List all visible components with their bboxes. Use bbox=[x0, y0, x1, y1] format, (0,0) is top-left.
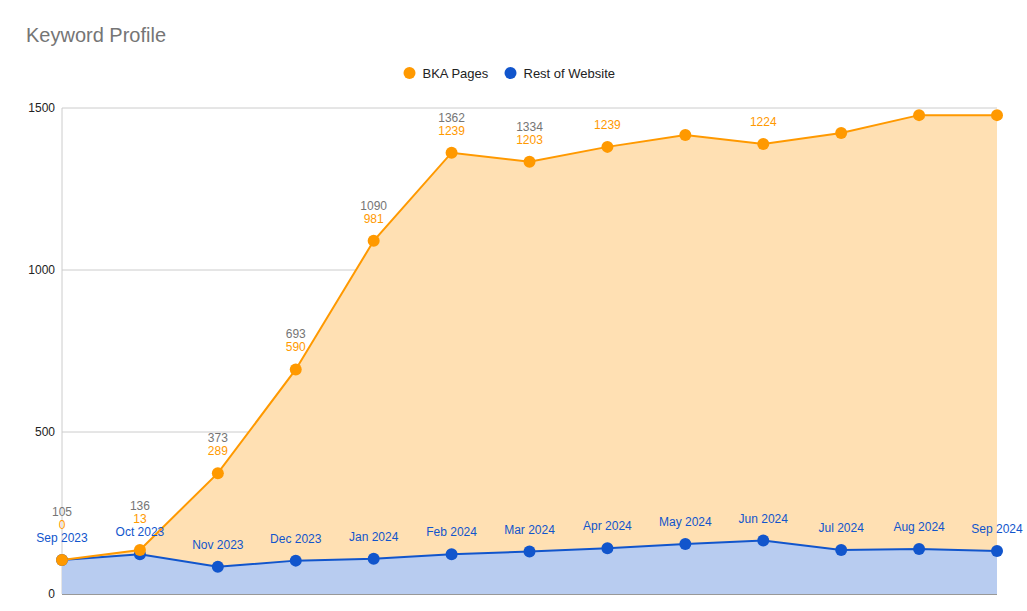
marker bbox=[679, 129, 691, 141]
marker bbox=[446, 548, 458, 560]
data-label: 981 bbox=[364, 212, 384, 226]
plot-area bbox=[56, 109, 1003, 594]
marker bbox=[913, 543, 925, 555]
grid-line bbox=[62, 108, 997, 109]
marker bbox=[835, 127, 847, 139]
marker bbox=[524, 156, 536, 168]
data-label: 13 bbox=[133, 512, 147, 526]
data-label: 289 bbox=[208, 444, 228, 458]
data-label: 1203 bbox=[516, 133, 543, 147]
category-label: Dec 2023 bbox=[270, 532, 322, 546]
data-label: 590 bbox=[286, 340, 306, 354]
total-label: 1362 bbox=[438, 111, 465, 125]
category-label: Aug 2024 bbox=[893, 520, 945, 534]
marker bbox=[446, 147, 458, 159]
marker bbox=[134, 544, 146, 556]
marker bbox=[524, 546, 536, 558]
category-label: Oct 2023 bbox=[116, 525, 165, 539]
marker bbox=[757, 138, 769, 150]
marker bbox=[991, 545, 1003, 557]
legend: BKA Pages Rest of Website bbox=[404, 66, 616, 81]
marker bbox=[368, 235, 380, 247]
marker bbox=[290, 555, 302, 567]
legend-label: BKA Pages bbox=[423, 66, 489, 81]
y-tick-label: 500 bbox=[35, 425, 55, 439]
category-label: Jan 2024 bbox=[349, 530, 399, 544]
marker bbox=[835, 544, 847, 556]
marker bbox=[212, 561, 224, 573]
total-label: 373 bbox=[208, 431, 228, 445]
chart-svg: Keyword Profile050010001500Sep 20230105O… bbox=[0, 0, 1027, 611]
marker bbox=[601, 141, 613, 153]
y-tick-label: 1000 bbox=[28, 263, 55, 277]
total-label: 136 bbox=[130, 499, 150, 513]
line bbox=[62, 115, 997, 560]
total-label: 1334 bbox=[516, 120, 543, 134]
marker bbox=[56, 554, 68, 566]
area bbox=[62, 115, 997, 567]
data-label: 1239 bbox=[438, 124, 465, 138]
total-label: 693 bbox=[286, 327, 306, 341]
marker bbox=[290, 363, 302, 375]
chart-root: Keyword Profile050010001500Sep 20230105O… bbox=[0, 0, 1027, 611]
category-label: Apr 2024 bbox=[583, 519, 632, 533]
category-label: Nov 2023 bbox=[192, 538, 244, 552]
legend-swatch bbox=[404, 67, 416, 79]
marker bbox=[368, 553, 380, 565]
category-label: Sep 2024 bbox=[971, 522, 1023, 536]
category-label: Jun 2024 bbox=[739, 512, 789, 526]
total-label: 1090 bbox=[360, 199, 387, 213]
marker bbox=[757, 535, 769, 547]
data-label: 0 bbox=[59, 518, 66, 532]
marker bbox=[56, 554, 68, 566]
legend-label: Rest of Website bbox=[524, 66, 616, 81]
data-label: 1239 bbox=[594, 118, 621, 132]
marker bbox=[212, 467, 224, 479]
y-tick-label: 1500 bbox=[28, 101, 55, 115]
y-tick-label: 0 bbox=[48, 587, 55, 601]
category-label: Jul 2024 bbox=[818, 521, 864, 535]
category-label: May 2024 bbox=[659, 515, 712, 529]
marker bbox=[991, 109, 1003, 121]
marker bbox=[679, 538, 691, 550]
category-label: Sep 2023 bbox=[36, 531, 88, 545]
marker bbox=[913, 109, 925, 121]
category-label: Feb 2024 bbox=[426, 525, 477, 539]
category-label: Mar 2024 bbox=[504, 523, 555, 537]
total-label: 105 bbox=[52, 505, 72, 519]
data-label: 1224 bbox=[750, 115, 777, 129]
legend-swatch bbox=[505, 67, 517, 79]
marker bbox=[601, 542, 613, 554]
title: Keyword Profile bbox=[26, 24, 166, 46]
